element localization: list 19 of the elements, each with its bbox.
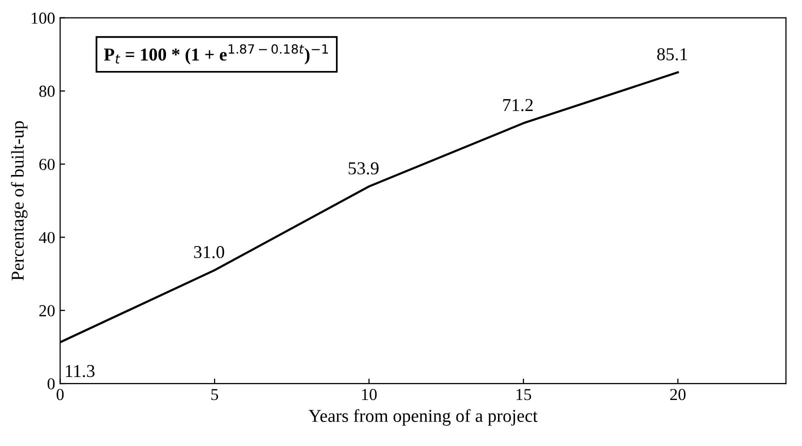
y-tick-label: 60	[39, 158, 55, 170]
y-tick-label: 20	[39, 305, 55, 316]
x-tick-label: 10	[362, 388, 377, 400]
x-tick-label: 20	[670, 388, 686, 400]
y-tick-label: 0	[48, 378, 55, 390]
text: 85.1	[657, 48, 688, 60]
y-tick-label: 80	[39, 86, 55, 97]
y-tick-label: 100	[32, 12, 55, 24]
y-tick-label: 40	[38, 232, 55, 244]
text: 11.3	[66, 365, 95, 378]
x-tick-label: 0	[56, 388, 64, 400]
x-tick-label: 5	[211, 389, 218, 400]
y-axis-title: Percentage of built-up	[10, 121, 28, 280]
text: 31.0	[194, 246, 224, 258]
x-tick-label: 15	[516, 388, 532, 400]
x-axis-title: Years from opening of a project	[308, 409, 538, 426]
text: 53.9	[348, 162, 379, 175]
annotation: P$_{t}$ = 100 * (1 + e$^{1.87−0.18t}$)$^{−1}$	[104, 44, 328, 64]
text: 71.2	[503, 99, 533, 112]
